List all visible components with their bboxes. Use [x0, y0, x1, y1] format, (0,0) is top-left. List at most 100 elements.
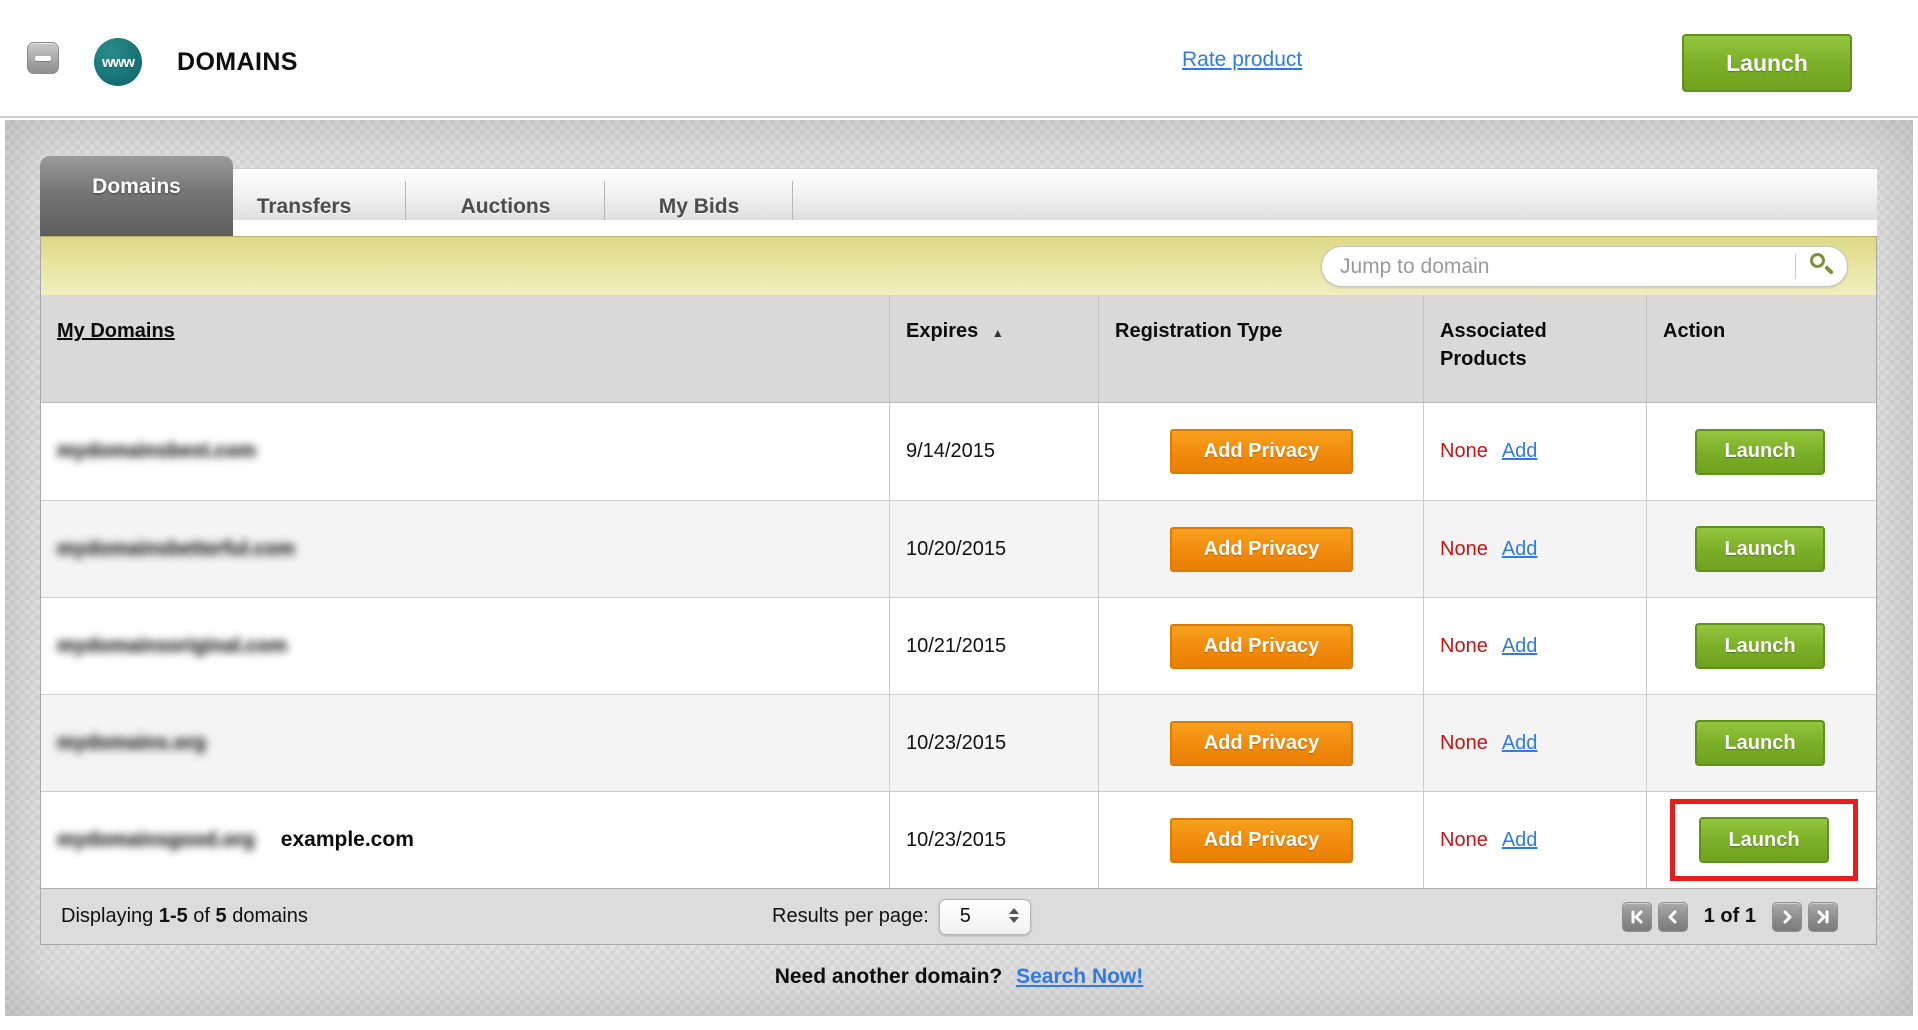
domain-cell: mydomainsoriginal.com	[41, 598, 889, 694]
displaying-suffix: domains	[232, 905, 308, 927]
associated-cell: None Add	[1423, 501, 1646, 597]
first-page-button[interactable]	[1621, 901, 1652, 932]
table-row-example: mydomainsgood.org example.com 10/23/2015…	[41, 791, 1876, 888]
add-privacy-button[interactable]: Add Privacy	[1170, 526, 1353, 572]
launch-button-highlighted[interactable]: Launch	[1699, 817, 1829, 863]
table-row: mydomainsbest.com 9/14/2015 Add Privacy …	[41, 403, 1876, 500]
launch-button[interactable]: Launch	[1695, 623, 1825, 669]
associated-add-link[interactable]: Add	[1501, 537, 1538, 560]
add-privacy-button[interactable]: Add Privacy	[1170, 720, 1353, 766]
add-privacy-button[interactable]: Add Privacy	[1170, 817, 1353, 863]
expires-cell: 9/14/2015	[889, 403, 1098, 500]
launch-product-button[interactable]: Launch	[1682, 34, 1852, 92]
rate-product-link[interactable]: Rate product	[1182, 48, 1303, 71]
displaying-range: 1-5	[158, 905, 188, 927]
results-per-page-select[interactable]: 5	[938, 898, 1031, 935]
domains-table: My Domains Expires ▲ Registration Type A…	[40, 295, 1877, 888]
tab-bottom-strip	[40, 220, 1877, 236]
redacted-domain-name: mydomainsgood.org	[57, 828, 255, 851]
add-privacy-button[interactable]: Add Privacy	[1170, 623, 1353, 669]
launch-button[interactable]: Launch	[1695, 526, 1825, 572]
associated-none-label: None	[1440, 440, 1488, 462]
domains-panel: Transfers Auctions My Bids Domains My Do…	[40, 156, 1877, 945]
next-page-icon	[1783, 910, 1792, 923]
associated-add-link[interactable]: Add	[1501, 634, 1538, 657]
expires-cell: 10/20/2015	[889, 501, 1098, 597]
www-product-icon: www	[94, 38, 142, 86]
column-header-registration-type: Registration Type	[1098, 295, 1423, 402]
last-page-button[interactable]	[1808, 901, 1838, 932]
action-cell: Launch	[1646, 598, 1876, 694]
example-domain-label: example.com	[280, 828, 414, 851]
expires-cell: 10/21/2015	[889, 598, 1098, 694]
search-now-link[interactable]: Search Now!	[1016, 965, 1144, 988]
launch-button[interactable]: Launch	[1695, 720, 1825, 766]
associated-add-link[interactable]: Add	[1501, 731, 1538, 754]
results-per-page-value: 5	[959, 905, 971, 927]
associated-cell: None Add	[1423, 792, 1646, 888]
search-icon-handle	[1824, 265, 1834, 275]
action-cell: Launch	[1646, 695, 1876, 791]
need-domain-text: Need another domain?	[774, 965, 1003, 988]
tab-domains-active[interactable]: Domains	[40, 156, 233, 236]
www-icon-text: www	[101, 53, 135, 71]
redacted-domain-name: mydomains.org	[57, 731, 206, 754]
page-title: DOMAINS	[177, 48, 298, 76]
last-page-icon	[1817, 910, 1829, 923]
prev-page-button[interactable]	[1657, 901, 1688, 932]
tab-strip: Transfers Auctions My Bids	[40, 168, 1877, 233]
action-cell: Launch	[1646, 792, 1876, 888]
redacted-domain-name: mydomainsbetterful.com	[57, 537, 295, 560]
tab-my-bids[interactable]: My Bids	[606, 181, 793, 233]
content-background: Transfers Auctions My Bids Domains My Do…	[5, 120, 1913, 1016]
registration-cell: Add Privacy	[1098, 598, 1423, 694]
registration-cell: Add Privacy	[1098, 695, 1423, 791]
associated-cell: None Add	[1423, 695, 1646, 791]
expires-cell: 10/23/2015	[889, 792, 1098, 888]
select-stepper-icon	[1008, 907, 1019, 923]
search-divider	[1795, 254, 1796, 279]
action-cell: Launch	[1646, 403, 1876, 500]
domain-cell: mydomainsbest.com	[41, 403, 889, 500]
associated-add-link[interactable]: Add	[1501, 440, 1538, 462]
add-privacy-button[interactable]: Add Privacy	[1170, 429, 1353, 474]
table-row: mydomainsbetterful.com 10/20/2015 Add Pr…	[41, 500, 1876, 597]
tab-auctions[interactable]: Auctions	[407, 181, 605, 233]
associated-add-link[interactable]: Add	[1501, 828, 1538, 851]
displaying-of: of	[193, 905, 210, 927]
domain-cell: mydomainsbetterful.com	[41, 501, 889, 597]
registration-cell: Add Privacy	[1098, 501, 1423, 597]
domain-toolbar	[40, 236, 1877, 295]
my-domains-sort-link[interactable]: My Domains	[57, 320, 175, 342]
search-button[interactable]	[1804, 252, 1840, 282]
registration-cell: Add Privacy	[1098, 792, 1423, 888]
associated-none-label: None	[1440, 537, 1488, 560]
minus-icon	[35, 56, 51, 61]
collapse-button[interactable]	[27, 42, 59, 74]
displaying-status: Displaying 1-5 of 5 domains	[61, 905, 308, 928]
redacted-domain-name: mydomainsbest.com	[57, 440, 256, 462]
table-row: mydomains.org 10/23/2015 Add Privacy Non…	[41, 694, 1876, 791]
domain-cell: mydomains.org	[41, 695, 889, 791]
page-status: 1 of 1	[1703, 905, 1756, 927]
redacted-domain-name: mydomainsoriginal.com	[57, 634, 288, 657]
domain-cell: mydomainsgood.org example.com	[41, 792, 889, 888]
table-footer: Displaying 1-5 of 5 domains Results per …	[40, 888, 1877, 945]
next-page-button[interactable]	[1772, 901, 1802, 932]
jump-to-domain-input[interactable]	[1321, 246, 1848, 287]
expires-sort-link[interactable]: Expires	[906, 320, 979, 342]
registration-cell: Add Privacy	[1098, 403, 1423, 500]
associated-none-label: None	[1440, 731, 1488, 754]
displaying-prefix: Displaying	[61, 905, 154, 927]
associated-none-label: None	[1440, 828, 1488, 851]
sort-ascending-icon: ▲	[991, 326, 1004, 340]
associated-cell: None Add	[1423, 403, 1646, 500]
associated-cell: None Add	[1423, 598, 1646, 694]
tab-bar: Transfers Auctions My Bids Domains	[40, 156, 1877, 236]
app-header: www DOMAINS Rate product Launch	[0, 0, 1918, 118]
launch-button[interactable]: Launch	[1695, 428, 1825, 475]
prev-page-icon	[1668, 910, 1677, 923]
displaying-total: 5	[215, 905, 227, 927]
results-per-page-label: Results per page:	[772, 905, 929, 927]
expires-cell: 10/23/2015	[889, 695, 1098, 791]
